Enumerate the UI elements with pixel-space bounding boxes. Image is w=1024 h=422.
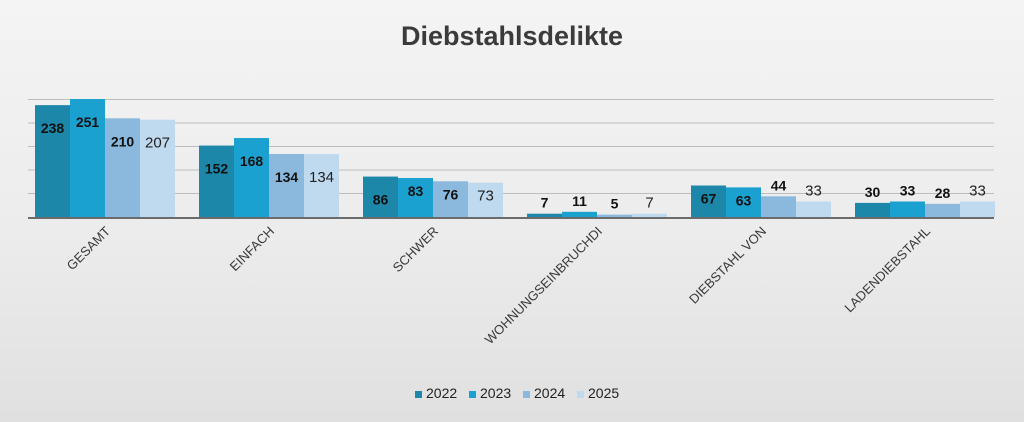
category-label: WOHNUNGSEINBRUCHDI bbox=[482, 224, 605, 347]
bar bbox=[761, 196, 796, 217]
data-label: 168 bbox=[240, 153, 264, 169]
bar bbox=[632, 213, 667, 217]
bar bbox=[562, 211, 597, 217]
bar bbox=[468, 182, 503, 217]
chart-title: Diebstahlsdelikte bbox=[401, 21, 623, 51]
bar bbox=[890, 201, 925, 217]
bar bbox=[35, 105, 70, 217]
data-label: 210 bbox=[111, 133, 135, 149]
category-label: EINFACH bbox=[227, 224, 277, 274]
data-label: 33 bbox=[805, 182, 822, 199]
data-labels: 238 251 210 207 152 168 134 134 86 83 76 73 7 11 5 7 67 6… bbox=[41, 114, 986, 212]
legend-label: 2023 bbox=[480, 385, 511, 401]
data-label: 33 bbox=[900, 182, 916, 198]
data-label: 152 bbox=[205, 161, 229, 177]
bar bbox=[140, 119, 175, 217]
legend-label: 2022 bbox=[426, 385, 457, 401]
data-label: 251 bbox=[76, 114, 100, 130]
data-label: 28 bbox=[935, 185, 951, 201]
bar bbox=[304, 154, 339, 217]
legend-label: 2025 bbox=[588, 385, 619, 401]
legend-swatch bbox=[469, 391, 476, 398]
category-label: GESAMT bbox=[64, 223, 113, 272]
bar bbox=[527, 213, 562, 217]
bar bbox=[691, 185, 726, 217]
data-label: 76 bbox=[443, 186, 459, 202]
bar bbox=[925, 203, 960, 217]
legend-swatch bbox=[415, 391, 422, 398]
data-label: 207 bbox=[145, 135, 170, 152]
bar bbox=[726, 187, 761, 217]
bar bbox=[70, 99, 105, 217]
legend-swatch bbox=[577, 391, 584, 398]
category-label: DIEBSTAHL VON bbox=[686, 224, 769, 307]
data-label: 67 bbox=[701, 191, 717, 207]
bar bbox=[960, 201, 995, 217]
data-label: 134 bbox=[275, 169, 299, 185]
data-label: 73 bbox=[477, 188, 494, 205]
data-label: 33 bbox=[969, 182, 986, 199]
category-label: LADENDIEBSTAHL bbox=[841, 224, 933, 316]
legend-swatch bbox=[523, 391, 530, 398]
bar bbox=[855, 202, 890, 217]
legend-label: 2024 bbox=[534, 385, 565, 401]
data-label: 30 bbox=[865, 184, 881, 200]
bar bbox=[433, 181, 468, 217]
data-label: 134 bbox=[309, 169, 334, 186]
data-label: 11 bbox=[572, 193, 587, 209]
bar bbox=[398, 177, 433, 217]
category-label: SCHWER bbox=[390, 224, 441, 275]
data-label: 83 bbox=[408, 183, 424, 199]
bar bbox=[363, 176, 398, 217]
bar bbox=[199, 145, 234, 217]
bar bbox=[105, 118, 140, 217]
legend: 2022 2023 2024 2025 bbox=[415, 385, 619, 401]
data-label: 86 bbox=[373, 192, 389, 208]
bar bbox=[234, 138, 269, 217]
data-label: 63 bbox=[736, 192, 752, 208]
bar bbox=[796, 201, 831, 217]
data-label: 44 bbox=[771, 177, 787, 193]
bar bbox=[597, 214, 632, 217]
data-label: 238 bbox=[41, 120, 65, 136]
data-label: 7 bbox=[645, 195, 653, 212]
gridlines bbox=[28, 99, 994, 194]
bar-series bbox=[35, 99, 995, 217]
data-label: 5 bbox=[611, 196, 619, 212]
category-labels: GESAMT EINFACH SCHWER WOHNUNGSEINBRUCHDI DIE… bbox=[64, 223, 933, 347]
bar bbox=[269, 154, 304, 217]
data-label: 7 bbox=[541, 195, 549, 211]
